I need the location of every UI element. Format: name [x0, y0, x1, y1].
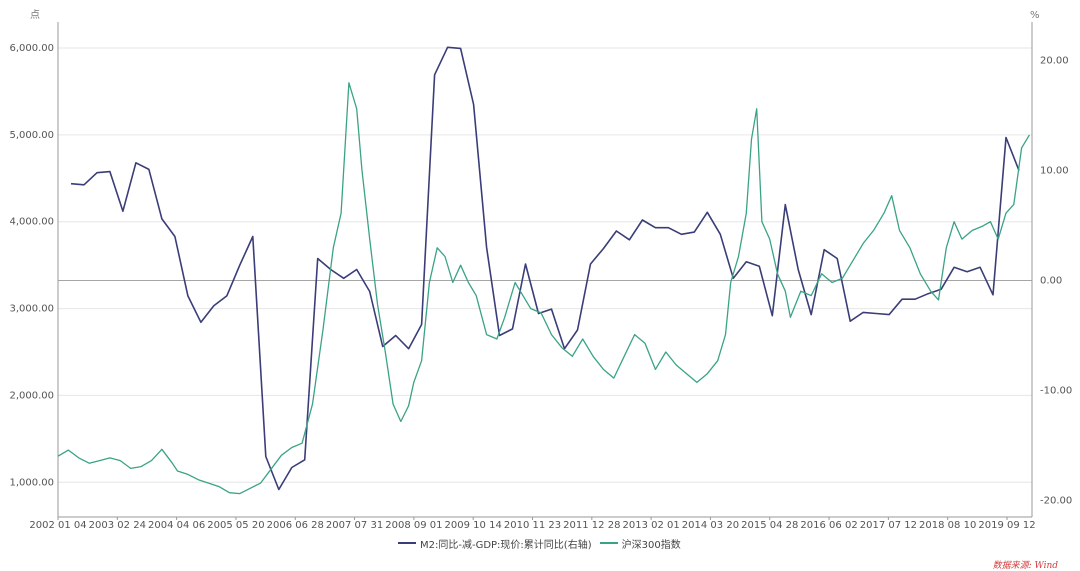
left-axis-unit: 点 [30, 9, 40, 21]
axes [57, 22, 1033, 518]
legend: M2:同比-减-GDP:现价:累计同比(右轴) 沪深300指数 [398, 535, 681, 551]
legend-swatch-m2-gdp [398, 542, 416, 544]
right-tick-label: 10.00 [1040, 166, 1069, 177]
series-lines [57, 46, 1030, 495]
left-tick-label: 3,000.00 [9, 304, 54, 315]
source-note: 数据来源: Wind [992, 561, 1058, 571]
x-tick-label: 2018 08 10 [919, 520, 976, 531]
right-tick-label: -20.00 [1040, 496, 1072, 507]
x-tick-label: 2006 06 28 [267, 520, 324, 531]
series-m2-gdp-line [70, 46, 1020, 491]
x-tick-label: 2003 02 24 [89, 520, 146, 531]
left-tick-label: 5,000.00 [9, 130, 54, 141]
right-tick-label: 20.00 [1040, 56, 1069, 67]
right-tick-label: -10.00 [1040, 386, 1072, 397]
right-axis-unit: % [1030, 10, 1040, 21]
tick-labels: 1,000.00 2,000.00 3,000.00 4,000.00 5,000.00… [9, 43, 1072, 506]
left-tick-label: 6,000.00 [9, 43, 54, 54]
x-tick-label: 2010 11 23 [504, 520, 561, 531]
x-tick-label: 2008 09 01 [385, 520, 442, 531]
right-tick-label: 0.00 [1040, 276, 1062, 287]
legend-swatch-hs300 [599, 542, 618, 544]
x-tick-labels: 2002 01 04 2003 02 24 2004 04 06 2005 05 20… [29, 517, 1036, 531]
legend-item-hs300[interactable]: 沪深300指数 [599, 536, 681, 551]
x-tick-label: 2013 02 01 [622, 520, 679, 531]
legend-item-m2-gdp[interactable]: M2:同比-减-GDP:现价:累计同比(右轴) [398, 536, 592, 551]
x-tick-label: 2014 03 20 [682, 520, 739, 531]
x-tick-label: 2019 09 12 [978, 520, 1035, 531]
x-tick-label: 2002 01 04 [29, 520, 86, 531]
x-tick-label: 2004 04 06 [148, 520, 205, 531]
x-tick-label: 2011 12 28 [563, 520, 620, 531]
left-tick-label: 2,000.00 [9, 390, 54, 401]
x-tick-label: 2009 10 14 [445, 520, 502, 531]
legend-label-hs300: 沪深300指数 [621, 539, 681, 551]
legend-label-m2-gdp: M2:同比-减-GDP:现价:累计同比(右轴) [420, 539, 592, 551]
series-hs300-line [57, 82, 1030, 495]
x-tick-label: 2007 07 31 [326, 520, 383, 531]
x-tick-label: 2017 07 12 [860, 520, 917, 531]
left-tick-label: 4,000.00 [9, 217, 54, 228]
x-tick-label: 2016 06 02 [800, 520, 857, 531]
x-tick-label: 2015 04 28 [741, 520, 798, 531]
x-tick-label: 2005 05 20 [207, 520, 264, 531]
left-tick-label: 1,000.00 [9, 477, 54, 488]
gridlines [58, 47, 1032, 483]
